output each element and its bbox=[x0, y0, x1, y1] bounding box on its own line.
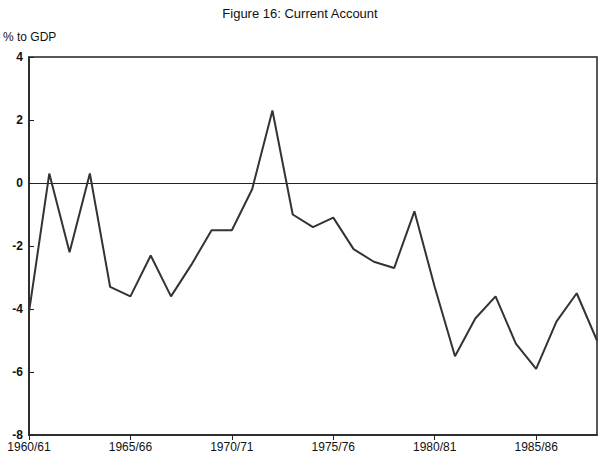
svg-text:1975/76: 1975/76 bbox=[312, 440, 356, 454]
svg-text:1985/86: 1985/86 bbox=[514, 440, 558, 454]
svg-text:1980/81: 1980/81 bbox=[413, 440, 457, 454]
svg-text:-2: -2 bbox=[12, 239, 23, 253]
svg-text:-6: -6 bbox=[12, 365, 23, 379]
svg-text:2: 2 bbox=[16, 113, 23, 127]
svg-text:-4: -4 bbox=[12, 302, 23, 316]
svg-text:Figure 16: Current Account: Figure 16: Current Account bbox=[222, 6, 378, 21]
svg-text:4: 4 bbox=[16, 50, 23, 64]
svg-text:1960/61: 1960/61 bbox=[7, 440, 51, 454]
svg-text:1965/66: 1965/66 bbox=[109, 440, 153, 454]
svg-text:% to GDP: % to GDP bbox=[3, 30, 56, 44]
svg-text:0: 0 bbox=[16, 176, 23, 190]
svg-text:-8: -8 bbox=[12, 428, 23, 442]
svg-text:1970/71: 1970/71 bbox=[210, 440, 254, 454]
